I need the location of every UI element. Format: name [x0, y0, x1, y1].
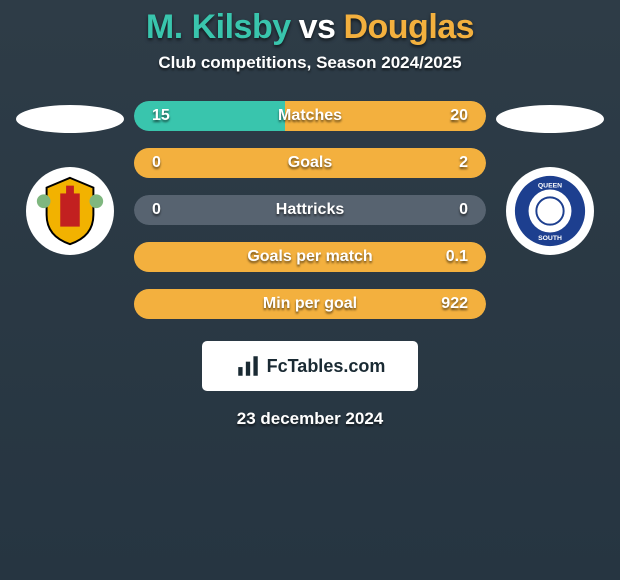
stat-right-value: 922: [441, 295, 468, 313]
queen-of-the-south-crest-icon: QUEEN SOUTH: [511, 172, 589, 250]
stat-right-value: 0.1: [446, 248, 468, 266]
club-crest-right: QUEEN SOUTH: [506, 167, 594, 255]
stat-left-value: 15: [152, 107, 170, 125]
bar-chart-icon: [235, 353, 261, 379]
player1-name: M. Kilsby: [146, 8, 291, 47]
fctables-logo[interactable]: FcTables.com: [202, 341, 418, 391]
comparison-card: M. Kilsby vs Douglas Club competitions, …: [0, 0, 620, 429]
stat-right-value: 20: [450, 107, 468, 125]
annan-athletic-crest-icon: [31, 172, 109, 250]
svg-text:QUEEN: QUEEN: [538, 183, 562, 190]
stat-right-value: 2: [459, 154, 468, 172]
stat-bar: 15 Matches 20: [134, 101, 486, 131]
stat-bar: 0 Goals 2: [134, 148, 486, 178]
stats-column: 15Matches200Goals20Hattricks0Goals per m…: [134, 101, 486, 319]
stat-label: Goals per match: [247, 248, 372, 266]
stat-label: Min per goal: [263, 295, 357, 313]
right-column: QUEEN SOUTH: [490, 101, 610, 255]
vs-text: vs: [299, 8, 336, 47]
date-text: 23 december 2024: [237, 409, 384, 429]
subtitle: Club competitions, Season 2024/2025: [158, 53, 461, 73]
stat-label: Hattricks: [276, 201, 344, 219]
stat-bar: 0 Hattricks 0: [134, 195, 486, 225]
stat-bar: Min per goal 922: [134, 289, 486, 319]
stat-left-value: 0: [152, 201, 161, 219]
svg-text:SOUTH: SOUTH: [538, 235, 562, 242]
player2-name: Douglas: [343, 8, 474, 47]
mid-section: 15Matches200Goals20Hattricks0Goals per m…: [0, 101, 620, 319]
title-row: M. Kilsby vs Douglas: [146, 8, 474, 47]
stat-label: Matches: [278, 107, 342, 125]
fctables-text: FcTables.com: [267, 356, 386, 377]
player2-photo-placeholder: [496, 105, 604, 133]
stat-label: Goals: [288, 154, 332, 172]
stat-bar: Goals per match 0.1: [134, 242, 486, 272]
stat-right-value: 0: [459, 201, 468, 219]
club-crest-left: [26, 167, 114, 255]
left-column: [10, 101, 130, 255]
player1-photo-placeholder: [16, 105, 124, 133]
stat-left-value: 0: [152, 154, 161, 172]
